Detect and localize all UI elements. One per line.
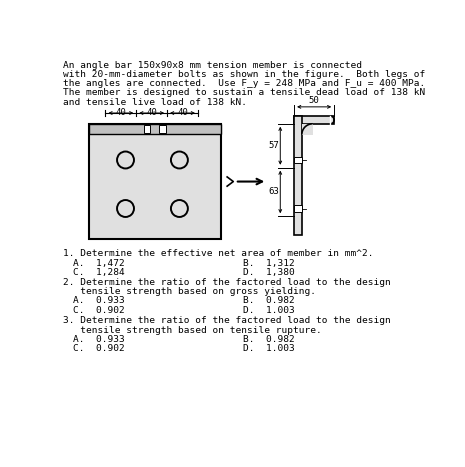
Text: B.  0.982: B. 0.982 [243, 296, 294, 305]
Text: and tensile live load of 138 kN.: and tensile live load of 138 kN. [63, 98, 247, 106]
Text: 3. Determine the ratio of the factored load to the design: 3. Determine the ratio of the factored l… [63, 316, 391, 325]
Text: An angle bar 150x90x8 mm tension member is connected: An angle bar 150x90x8 mm tension member … [63, 61, 362, 70]
Text: B.  0.982: B. 0.982 [243, 335, 294, 344]
Text: 1. Determine the effective net area of member in mm^2.: 1. Determine the effective net area of m… [63, 248, 374, 257]
Bar [144, 125, 150, 133]
Text: 50: 50 [309, 96, 319, 106]
Text: C.  0.902: C. 0.902 [73, 305, 125, 314]
Text: with 20-mm-diameter bolts as shown in the figure.  Both legs of: with 20-mm-diameter bolts as shown in th… [63, 70, 425, 79]
Text: 63: 63 [268, 187, 279, 197]
Text: 2. Determine the ratio of the factored load to the design: 2. Determine the ratio of the factored l… [63, 278, 391, 287]
Text: 40: 40 [115, 108, 126, 117]
Text: the angles are connected.  Use F_y = 248 MPa and F_u = 400 MPa.: the angles are connected. Use F_y = 248 … [63, 79, 425, 88]
Text: C.  0.902: C. 0.902 [73, 344, 125, 353]
Bar [294, 157, 302, 163]
Text: A.  1,472: A. 1,472 [73, 259, 125, 268]
Text: B.  1,312: B. 1,312 [243, 259, 294, 268]
Bar [159, 125, 166, 133]
Text: A.  0.933: A. 0.933 [73, 296, 125, 305]
Text: tensile strength based on tensile rupture.: tensile strength based on tensile ruptur… [63, 325, 322, 334]
Text: C.  1,284: C. 1,284 [73, 268, 125, 277]
Text: 57: 57 [268, 141, 279, 150]
Text: D.  1.003: D. 1.003 [243, 305, 294, 314]
Text: D.  1,380: D. 1,380 [243, 268, 294, 277]
Bar [294, 116, 334, 124]
Text: tensile strength based on gross yielding.: tensile strength based on gross yielding… [63, 287, 316, 296]
Bar [302, 124, 312, 134]
Text: 40: 40 [177, 108, 188, 117]
Text: D.  1.003: D. 1.003 [243, 344, 294, 353]
Text: The member is designed to sustain a tensile dead load of 138 kN: The member is designed to sustain a tens… [63, 88, 425, 98]
Bar [88, 124, 221, 134]
Bar [294, 116, 302, 235]
Bar [294, 205, 302, 212]
Bar [88, 124, 221, 239]
Text: A.  0.933: A. 0.933 [73, 335, 125, 344]
Text: 40: 40 [146, 108, 157, 117]
